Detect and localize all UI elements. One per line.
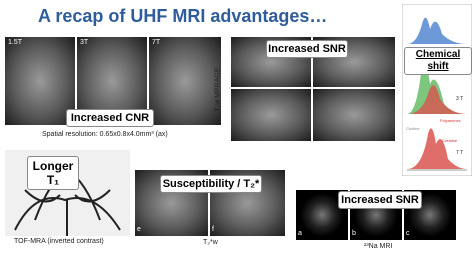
panel-label: Susceptibility / T₂*: [160, 175, 262, 193]
image-letter: c: [406, 230, 410, 237]
field-label: 1.5T: [8, 39, 23, 46]
field-label: 7T: [152, 39, 161, 46]
peak-label: Choline: [406, 126, 420, 131]
caption: ²³Na MRI: [364, 243, 393, 250]
caption: TOF-MRA (inverted contrast): [14, 238, 104, 245]
side-label: T₁w MPRAGE: [214, 67, 222, 112]
mri-image: [149, 37, 221, 125]
field-label: 3T: [80, 39, 89, 46]
image-letter: b: [352, 230, 356, 237]
peak-label: Polyamines: [440, 118, 461, 123]
mri-image: [313, 89, 395, 141]
mri-image: [231, 89, 311, 141]
mri-image: [5, 37, 75, 125]
panel-label: Increased SNR: [266, 40, 348, 58]
image-letter: f: [212, 226, 214, 233]
panel-label: Chemical shift: [404, 47, 472, 75]
image-letter: e: [137, 226, 141, 233]
spectrum-label: 7 T: [456, 150, 464, 156]
panel-label: Increased CNR: [66, 109, 154, 127]
image-letter: a: [298, 230, 302, 237]
peak-label: Creatine: [442, 138, 458, 143]
caption: Spatial resolution: 0.65x0.8x4.0mm³ (ax): [42, 131, 168, 138]
spectrum-label: 3 T: [456, 96, 464, 102]
slide-title: A recap of UHF MRI advantages…: [38, 6, 328, 26]
panel-label: Longer T₁: [27, 156, 79, 190]
caption: T₂*w: [203, 239, 218, 246]
panel-label: Increased SNR: [338, 191, 422, 209]
